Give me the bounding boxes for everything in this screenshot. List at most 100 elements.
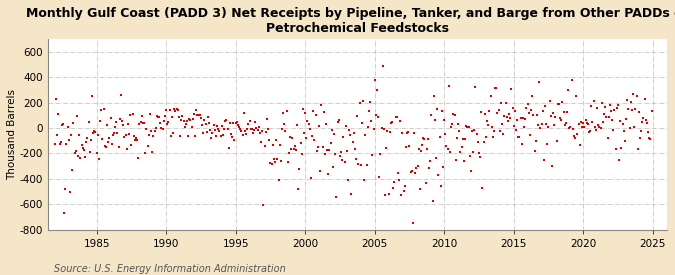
Point <box>280 129 291 133</box>
Point <box>476 109 487 114</box>
Point <box>141 127 152 132</box>
Point <box>286 147 296 152</box>
Point <box>233 123 244 127</box>
Point <box>112 131 123 135</box>
Point <box>109 131 119 136</box>
Point <box>250 120 261 125</box>
Point <box>533 123 543 128</box>
Point <box>455 150 466 154</box>
Point <box>135 120 146 124</box>
Point <box>440 131 451 136</box>
Point <box>238 111 249 115</box>
Point <box>526 108 537 112</box>
Point <box>604 102 615 107</box>
Point <box>474 151 485 155</box>
Point <box>133 156 144 161</box>
Point <box>165 134 176 139</box>
Point <box>70 149 81 153</box>
Point <box>68 120 79 125</box>
Point <box>610 146 621 151</box>
Point <box>469 128 480 132</box>
Point <box>274 143 285 148</box>
Point <box>441 143 452 148</box>
Point <box>516 141 527 146</box>
Point <box>593 123 603 127</box>
Point <box>571 94 582 98</box>
Point <box>497 122 508 127</box>
Point <box>622 98 632 102</box>
Point <box>646 109 657 113</box>
Point <box>563 88 574 92</box>
Point <box>367 153 378 158</box>
Point <box>595 125 606 130</box>
Point <box>151 114 162 118</box>
Point <box>352 114 362 118</box>
Point <box>528 113 539 117</box>
Point <box>279 122 290 127</box>
Point <box>594 125 605 129</box>
Point <box>330 152 341 156</box>
Point <box>621 117 632 121</box>
Point <box>400 184 410 188</box>
Point <box>431 156 441 161</box>
Point <box>313 145 323 150</box>
Point <box>544 99 555 103</box>
Point <box>576 119 587 124</box>
Point <box>225 121 236 125</box>
Point <box>556 118 566 122</box>
Point <box>95 119 105 123</box>
Point <box>464 154 475 158</box>
Point <box>140 151 151 155</box>
Point <box>601 115 612 119</box>
Point <box>634 136 645 140</box>
Point <box>626 108 637 112</box>
Point <box>327 165 338 169</box>
Point <box>411 166 422 170</box>
Point <box>382 129 393 134</box>
Point <box>99 144 110 148</box>
Point <box>599 112 610 116</box>
Point <box>589 125 600 130</box>
Point <box>125 113 136 118</box>
Point <box>380 193 391 198</box>
Point <box>300 111 310 116</box>
Point <box>421 180 431 185</box>
Point <box>402 131 412 135</box>
Point <box>232 120 242 124</box>
Point <box>332 120 343 124</box>
Point <box>241 132 252 136</box>
Point <box>376 126 387 131</box>
Point <box>105 116 116 120</box>
Point <box>421 147 432 152</box>
Point <box>301 136 312 141</box>
Point <box>225 132 236 136</box>
Point <box>83 120 94 124</box>
Point <box>267 143 278 147</box>
Point <box>284 151 294 155</box>
Point <box>618 129 629 133</box>
Point <box>249 127 260 132</box>
Text: Source: U.S. Energy Information Administration: Source: U.S. Energy Information Administ… <box>54 264 286 274</box>
Point <box>353 162 364 166</box>
Point <box>458 159 469 163</box>
Point <box>171 106 182 111</box>
Point <box>102 123 113 127</box>
Point <box>78 148 89 152</box>
Point <box>460 136 470 141</box>
Point <box>359 177 370 182</box>
Point <box>248 131 259 135</box>
Point <box>579 125 590 130</box>
Point <box>592 106 603 110</box>
Point <box>170 109 181 113</box>
Point <box>272 157 283 161</box>
Point <box>396 193 407 198</box>
Point <box>447 122 458 126</box>
Point <box>122 147 132 152</box>
Point <box>59 211 70 215</box>
Point <box>251 126 262 131</box>
Point <box>574 143 585 147</box>
Point <box>162 122 173 127</box>
Point <box>536 122 547 126</box>
Point <box>214 128 225 133</box>
Point <box>624 126 635 131</box>
